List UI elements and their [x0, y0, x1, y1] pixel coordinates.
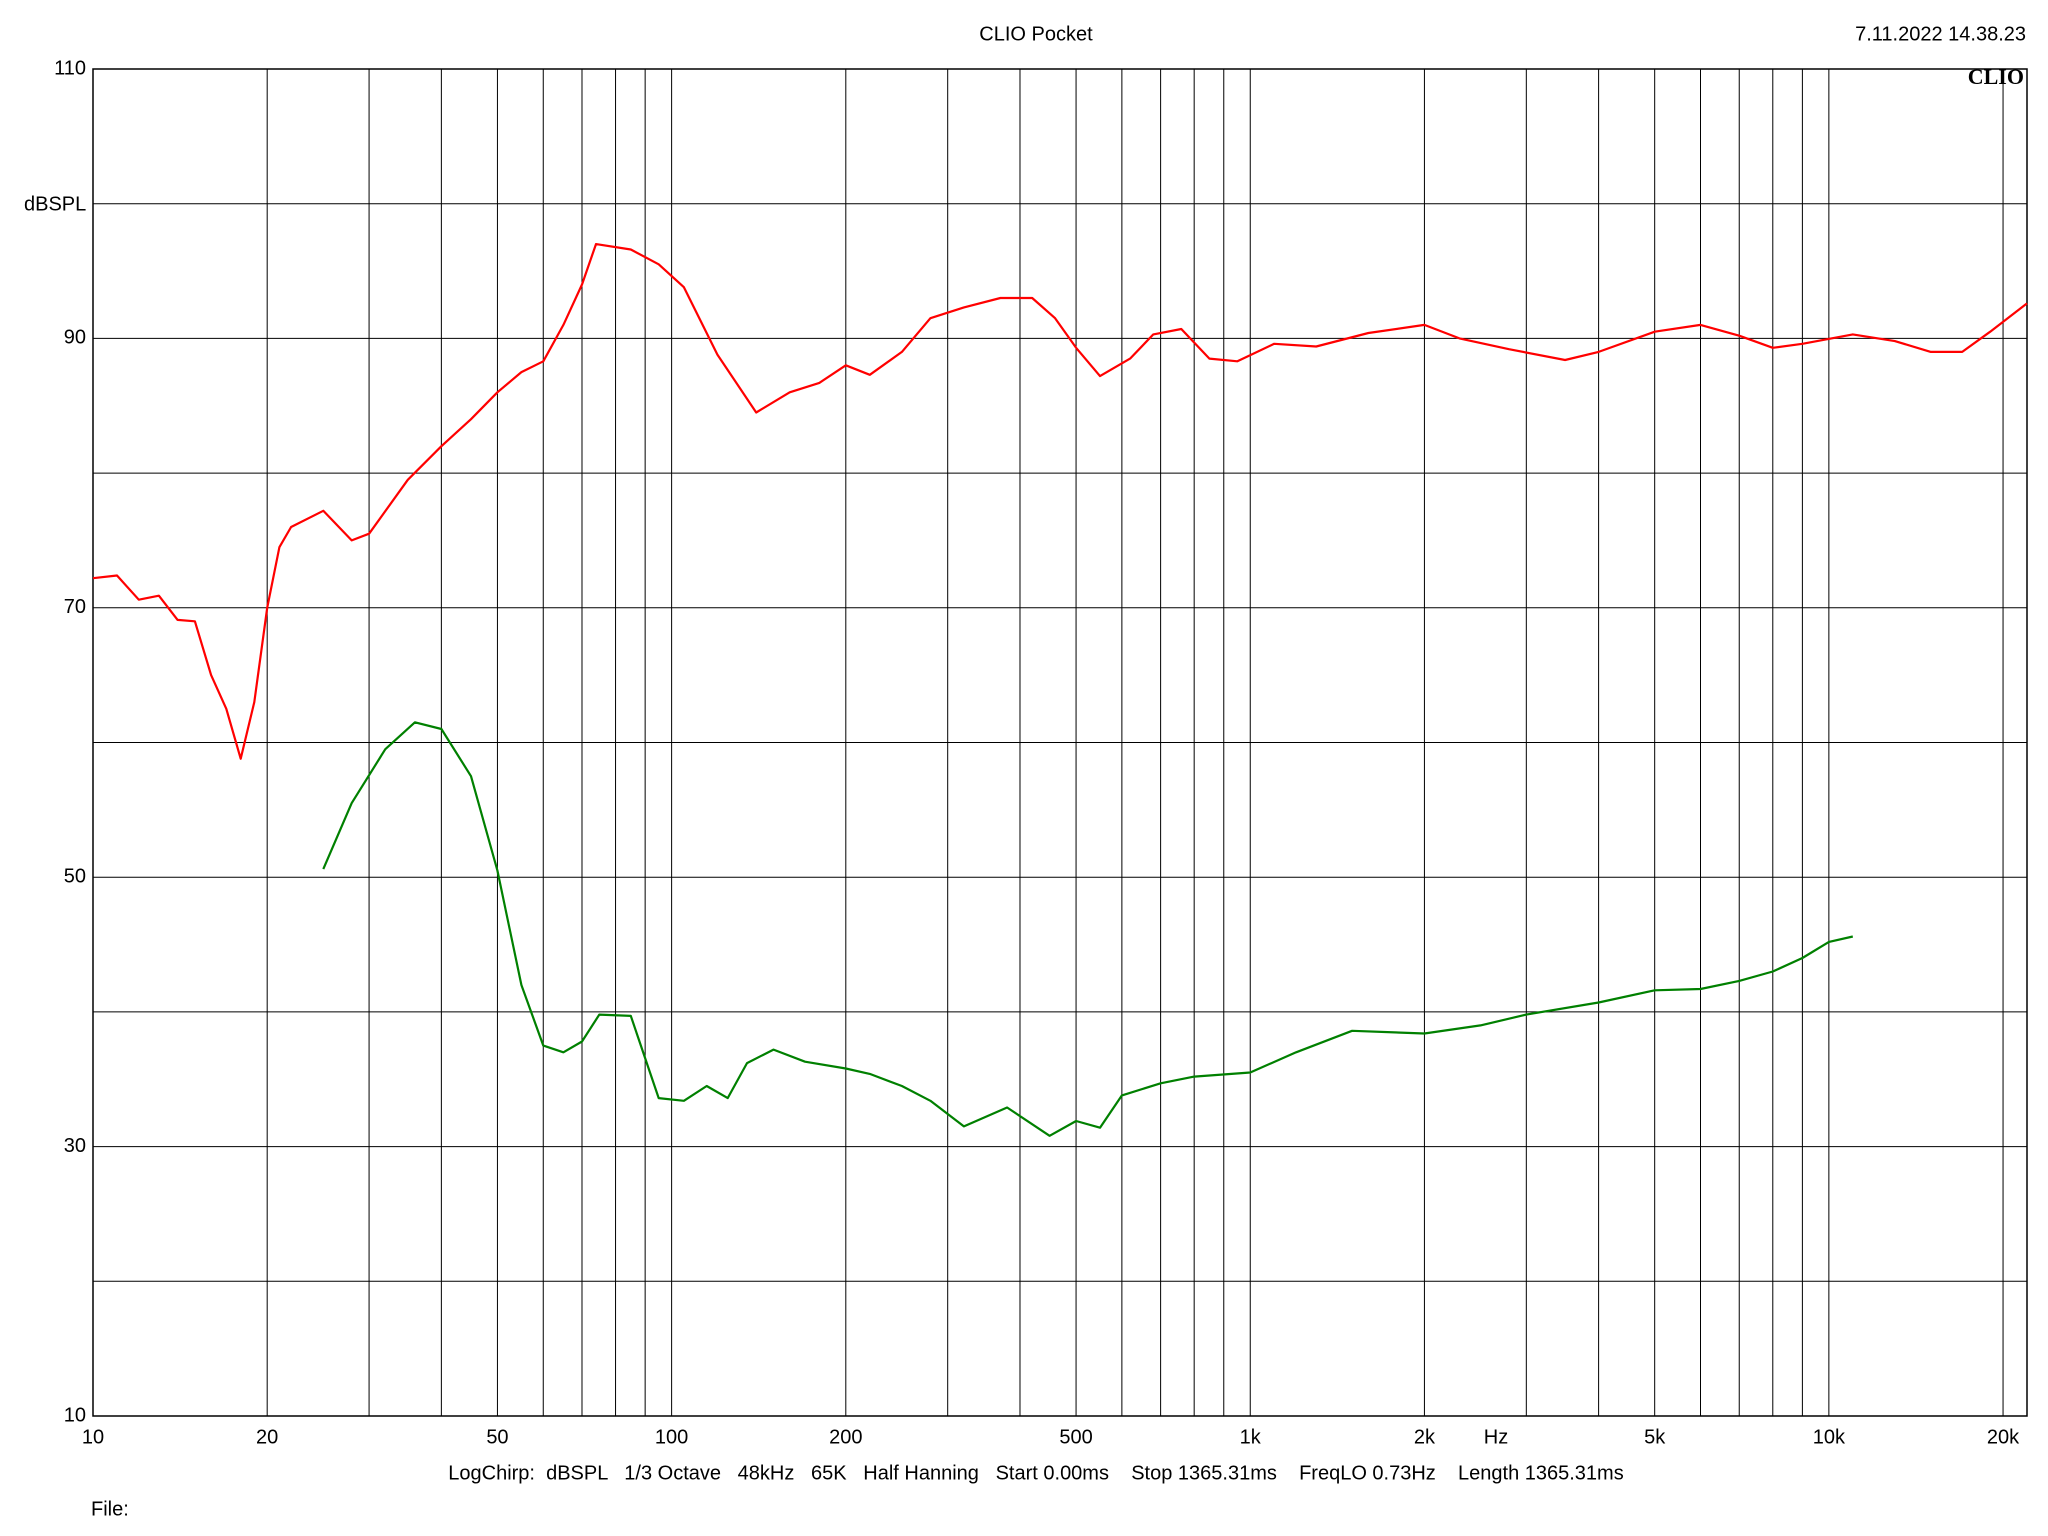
logo: CLIO — [1968, 64, 2024, 89]
y-tick-label: 30 — [64, 1135, 86, 1157]
y-tick-label: 50 — [64, 865, 86, 887]
x-tick-label: 10k — [1813, 1426, 1846, 1448]
x-tick-label: 50 — [486, 1426, 508, 1448]
y-tick-label: 90 — [64, 327, 86, 349]
series-line — [322, 721, 1854, 1137]
x-axis-label: Hz — [1484, 1426, 1508, 1448]
x-tick-label: 10 — [82, 1426, 104, 1448]
chart-title: CLIO Pocket — [979, 23, 1093, 45]
x-tick-label: 500 — [1059, 1426, 1092, 1448]
x-tick-label: 1k — [1240, 1426, 1262, 1448]
x-tick-label: 100 — [655, 1426, 688, 1448]
x-tick-label: 20k — [1987, 1426, 2020, 1448]
x-tick-label: 20 — [256, 1426, 278, 1448]
file-label: File: — [91, 1498, 129, 1520]
footer: LogChirp: dBSPL 1/3 Octave 48kHz 65K Hal… — [448, 1462, 1623, 1484]
timestamp: 7.11.2022 14.38.23 — [1855, 23, 2026, 45]
y-tick-label: 110 — [54, 57, 86, 79]
y-tick-label: 70 — [64, 596, 86, 618]
series-line — [92, 243, 2028, 760]
y-axis-label: dBSPL — [24, 193, 86, 215]
x-tick-label: 200 — [829, 1426, 862, 1448]
y-tick-label: 10 — [64, 1404, 86, 1426]
x-tick-label: 5k — [1644, 1426, 1666, 1448]
plot-frame — [92, 68, 2028, 1417]
x-tick-label: 2k — [1414, 1426, 1436, 1448]
